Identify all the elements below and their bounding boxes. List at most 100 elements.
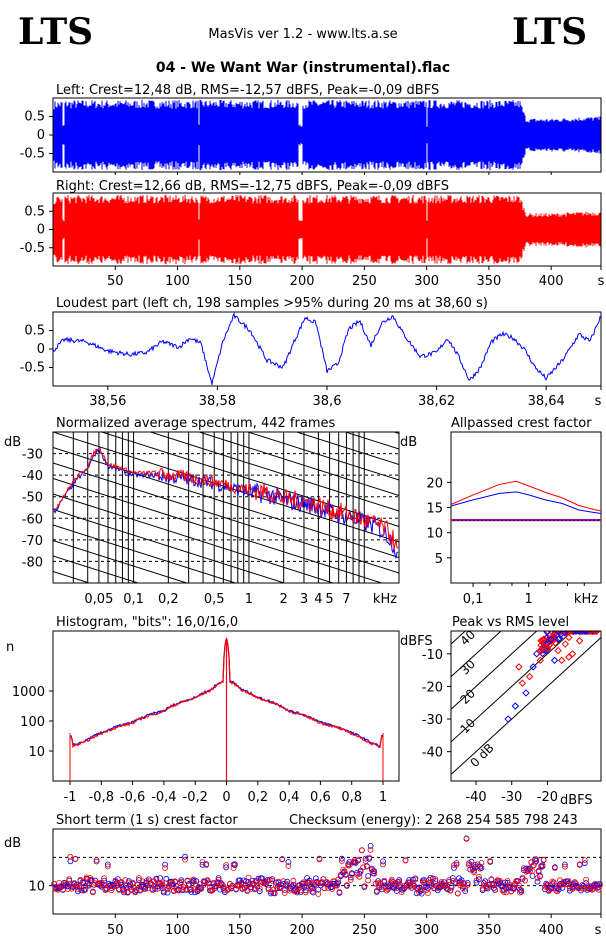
loudest-part-xtick-label: 38,6 — [313, 394, 342, 409]
allpassed-ytick-label: 10 — [426, 527, 443, 542]
histogram-ytick-label: 10 — [28, 745, 45, 760]
peak-rms-point — [593, 631, 601, 635]
right-waveform-title: Right: Crest=12,66 dB, RMS=-12,75 dBFS, … — [56, 179, 449, 194]
spectrum-xtick-label: 3 — [300, 592, 308, 607]
short-crest-point-left — [284, 878, 291, 885]
short-crest-point-right — [104, 863, 111, 870]
short-crest-point-left — [168, 878, 175, 885]
peak-rms-point — [554, 646, 562, 655]
short-crest-point-left — [335, 879, 342, 886]
short-crest-point-left — [145, 876, 152, 883]
short-crest-point-right — [453, 861, 460, 868]
right-waveform-xtick-label: 50 — [107, 274, 124, 289]
peak-rms-xtick-label: -20 — [537, 790, 558, 805]
right-waveform-ytick-label: -0.5 — [20, 241, 45, 256]
peak-rms-point — [558, 656, 566, 665]
logo-right: LTS — [512, 11, 587, 53]
short-crest-point-left — [272, 879, 279, 886]
spectrum-series-right — [53, 447, 399, 550]
peak-rms-point — [575, 637, 584, 645]
short-crest-point-right — [315, 891, 322, 897]
short-crest-point-right — [66, 876, 73, 883]
short-crest-point-right — [285, 863, 292, 869]
peak-rms-point — [525, 672, 534, 681]
peak-rms-point — [587, 631, 595, 635]
short-crest-point-right — [309, 888, 316, 895]
peak-rms-ytick-label: -30 — [422, 713, 443, 728]
short-crest-point-right — [198, 886, 205, 892]
short-crest-point-right — [230, 865, 237, 871]
short-crest-point-right — [497, 878, 504, 884]
short-crest-point-right — [514, 878, 521, 885]
short-crest-point-left — [158, 882, 165, 889]
histogram-ytick-label: 100 — [20, 715, 45, 730]
short-crest-point-left — [188, 889, 195, 895]
spectrum-slope-line — [197, 432, 399, 496]
left-waveform-signal — [53, 99, 601, 171]
short-crest-point-right — [363, 863, 370, 870]
short-crest-point-left — [256, 888, 263, 895]
peak-rms-point — [576, 631, 584, 635]
short-crest-point-right — [361, 883, 368, 889]
short-crest-point-right — [200, 882, 207, 888]
short-crest-point-left — [396, 877, 403, 883]
short-crest-point-right — [188, 886, 195, 893]
peak-rms-plot-area — [451, 631, 601, 776]
peak-rms-ytick-label: -40 — [422, 746, 443, 761]
short-crest-point-left — [301, 884, 308, 890]
peak-rms-point — [568, 650, 577, 658]
short-crest-point-left — [475, 876, 482, 883]
short-crest-point-left — [162, 861, 169, 868]
short-crest-xtick-label: s — [595, 923, 602, 938]
right-waveform-xtick-label: 100 — [165, 274, 190, 289]
histogram-xtick-label: -0,2 — [183, 790, 208, 805]
short-crest-point-left — [182, 853, 188, 860]
allpassed-xtick-label: 1 — [525, 592, 533, 607]
file-title: 04 - We Want War (instrumental).flac — [156, 60, 450, 76]
histogram-xtick-label: -0,4 — [151, 790, 176, 805]
spectrum-slope-line — [148, 432, 399, 512]
short-crest-point-right — [405, 883, 411, 890]
short-crest-point-right — [586, 886, 593, 893]
peak-rms-point — [529, 663, 537, 671]
histogram-xtick-label: 0,6 — [310, 790, 331, 805]
right-waveform-xtick-label: s — [598, 274, 605, 289]
left-waveform-ytick-label: 0 — [37, 128, 45, 143]
short-crest-xtick-label: 350 — [476, 923, 501, 938]
peak-rms-point — [504, 715, 512, 723]
short-crest-point-left — [418, 890, 425, 897]
peak-rms-point — [565, 633, 573, 642]
short-crest-point-right — [177, 880, 183, 887]
short-crest-point-left — [302, 887, 309, 894]
peak-rms-point — [515, 663, 523, 671]
short-crest-point-right — [596, 882, 603, 889]
short-crest-point-right — [366, 854, 373, 861]
short-crest-point-left — [101, 877, 107, 884]
short-crest-point-right — [550, 879, 557, 886]
short-crest-point-right — [564, 881, 571, 888]
short-crest-point-left — [362, 855, 369, 862]
short-crest-point-left — [484, 885, 491, 892]
spectrum-slope-line — [53, 524, 238, 583]
peak-rms-point — [547, 635, 555, 644]
right-waveform-xtick-label: 400 — [539, 274, 564, 289]
short-crest-point-right — [475, 873, 482, 880]
short-crest-point-right — [527, 868, 533, 874]
short-crest-point-right — [72, 856, 79, 862]
short-crest-point-right — [271, 890, 278, 897]
short-crest-point-right — [338, 858, 345, 864]
short-crest-point-right — [549, 878, 556, 885]
peak-rms-point — [578, 631, 587, 635]
short-crest-xtick-label: 400 — [539, 923, 564, 938]
short-crest-point-right — [189, 877, 196, 884]
spectrum-ytick-label: -30 — [22, 448, 43, 463]
short-crest-point-left — [93, 858, 100, 865]
short-crest-point-left — [453, 860, 460, 866]
spectrum-xtick-label: 1 — [245, 592, 253, 607]
short-crest-point-right — [424, 890, 431, 896]
short-crest-point-left — [334, 880, 340, 887]
short-crest-point-right — [380, 861, 386, 868]
short-crest-point-left — [371, 868, 378, 875]
peak-rms-point — [570, 631, 578, 635]
short-crest-point-left — [529, 873, 536, 879]
